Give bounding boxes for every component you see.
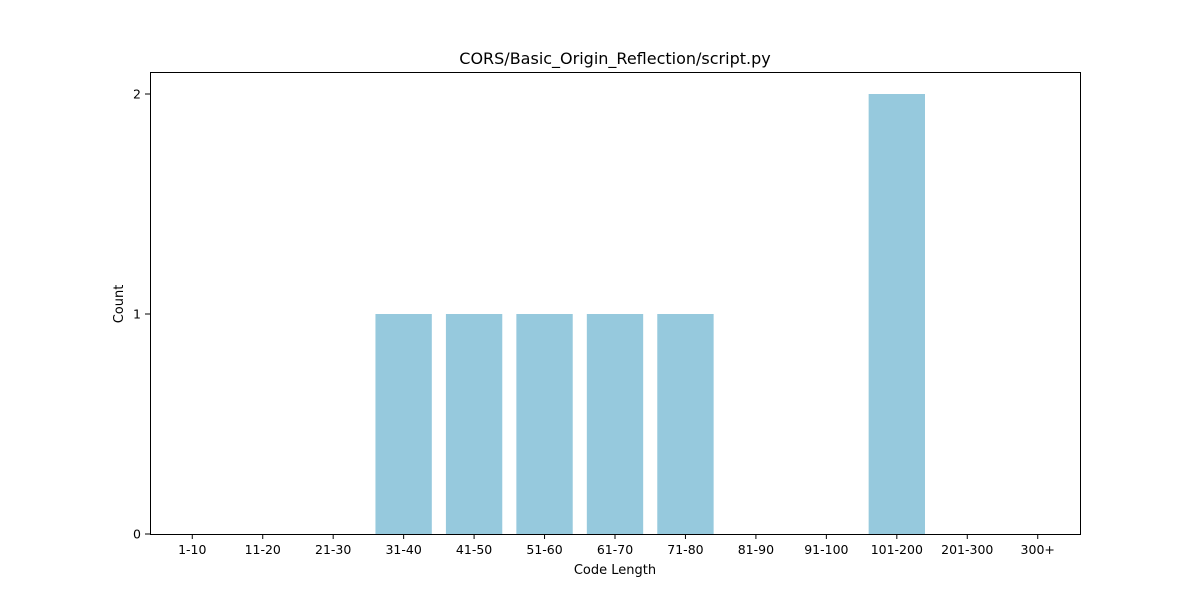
bar-61-70: [586, 314, 644, 534]
x-axis-label: Code Length: [574, 563, 656, 578]
y-tick-label: 2: [133, 87, 141, 102]
chart-title: CORS/Basic_Origin_Reflection/script.py: [459, 49, 770, 69]
x-tick-label: 1-10: [178, 542, 206, 557]
x-tick-label: 41-50: [456, 542, 492, 557]
x-tick-label: 21-30: [315, 542, 351, 557]
plot-frame: [150, 72, 1081, 535]
x-tick-label: 31-40: [385, 542, 421, 557]
bar-51-60: [516, 314, 573, 534]
x-tick-label: 101-200: [871, 542, 923, 557]
x-tick-label: 61-70: [597, 542, 633, 557]
x-tick-label: 51-60: [526, 542, 562, 557]
bar-41-50: [445, 314, 503, 534]
bar-101-200: [868, 94, 925, 534]
y-axis-ticks: 0 1 2: [133, 87, 150, 542]
y-axis-label: Count: [112, 285, 127, 324]
y-tick-label: 1: [133, 307, 141, 322]
x-tick-label: 71-80: [667, 542, 703, 557]
x-tick-label: 91-100: [804, 542, 848, 557]
y-tick-label: 0: [133, 527, 141, 542]
x-tick-label: 11-20: [245, 542, 281, 557]
x-tick-label: 300+: [1021, 542, 1055, 557]
bar-31-40: [375, 314, 432, 534]
bars-layer: [375, 94, 925, 534]
bar-71-80: [657, 314, 714, 534]
x-tick-label: 201-300: [941, 542, 993, 557]
x-tick-label: 81-90: [738, 542, 774, 557]
x-axis-ticks: 1-10 11-20 21-30 31-40 41-50 51-60 61-70 71-80 8…: [178, 534, 1055, 557]
